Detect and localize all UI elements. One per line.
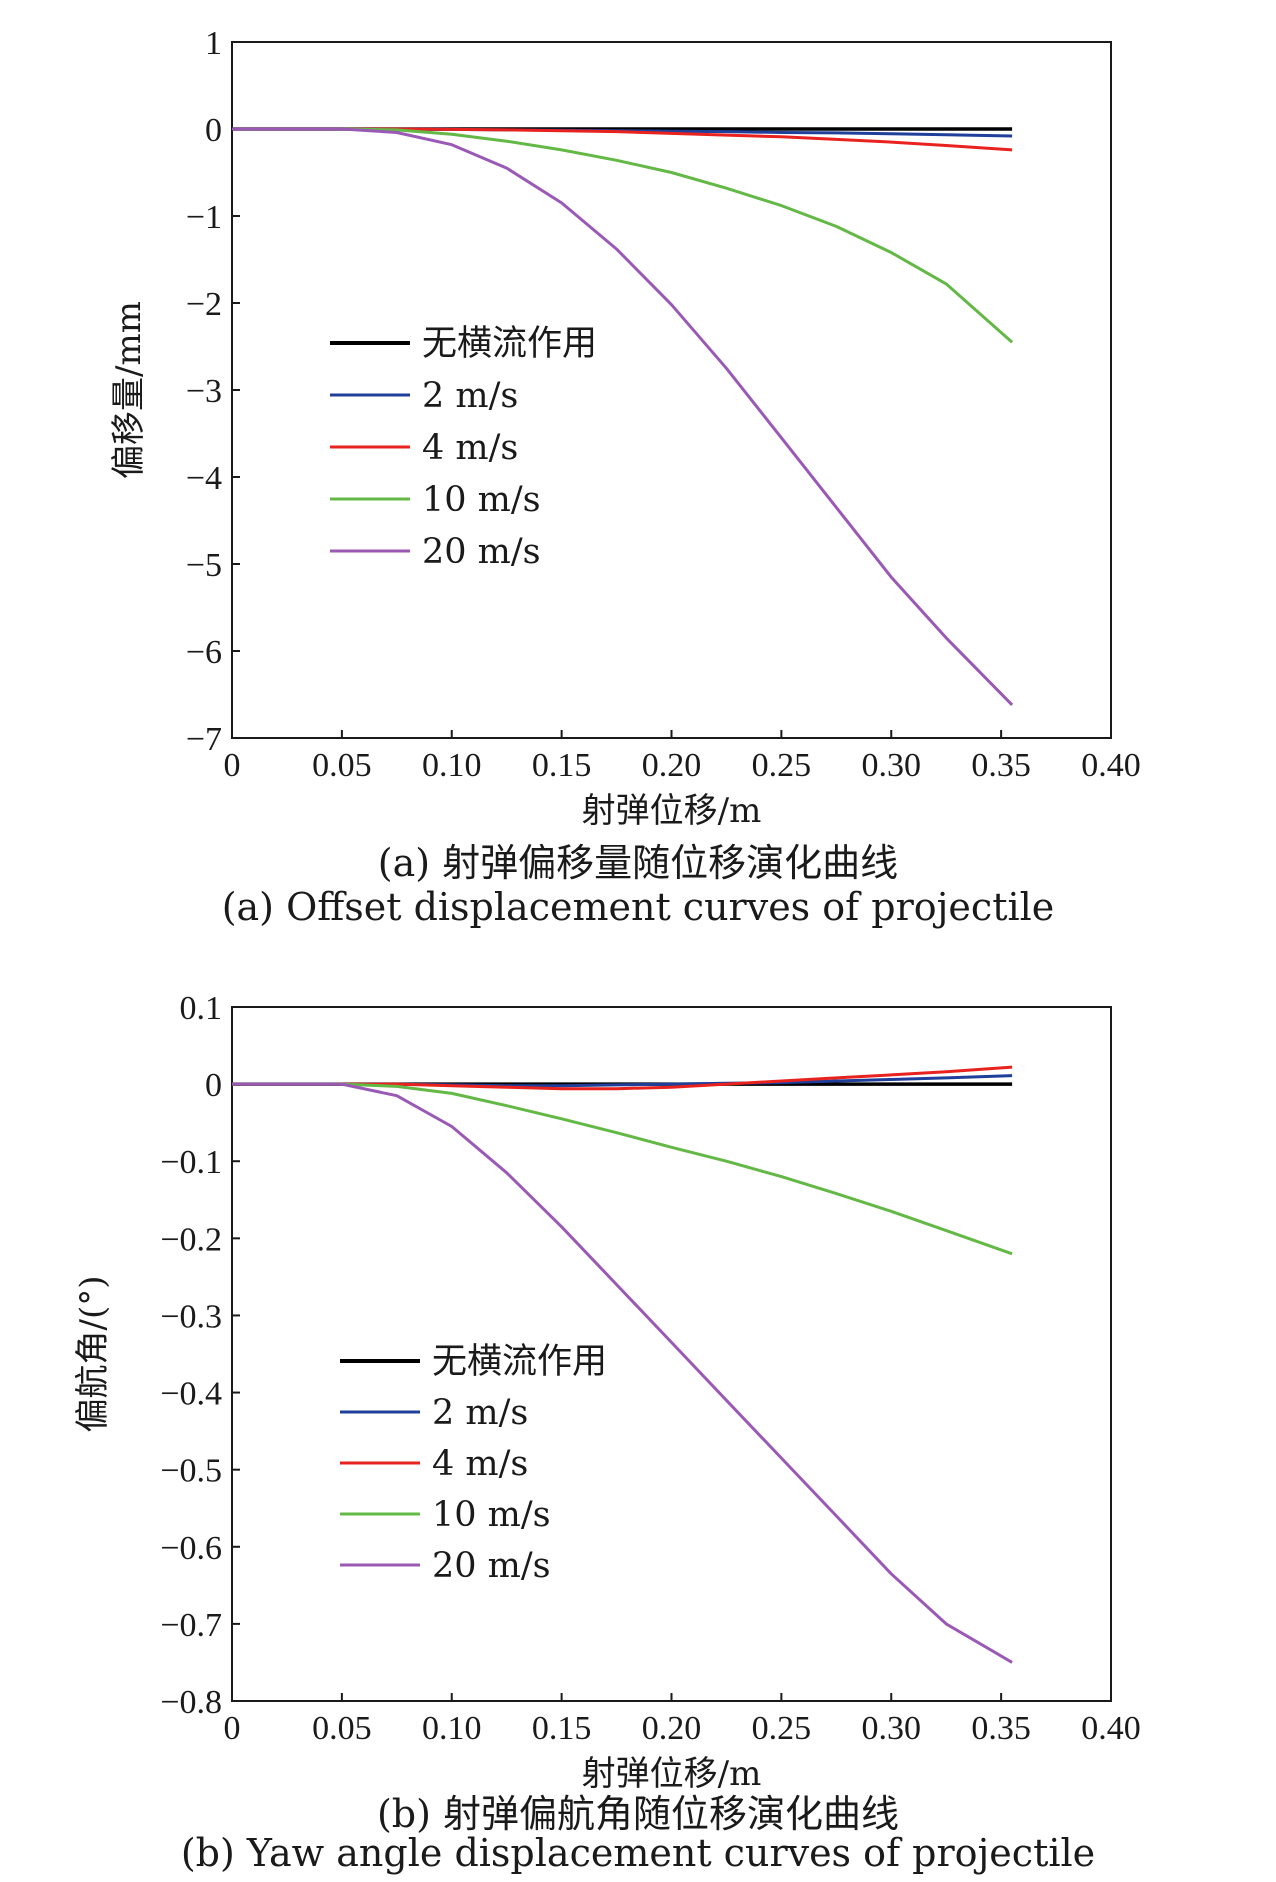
y-tick-label: −0.4 [160, 1376, 222, 1413]
x-tick-label: 0.30 [862, 1710, 922, 1747]
x-tick-label: 0.35 [971, 1710, 1031, 1747]
y-tick-label: −2 [186, 286, 222, 323]
x-tick-label: 0 [224, 1710, 241, 1747]
y-tick-label: −3 [186, 373, 222, 410]
x-tick-label: 0.40 [1081, 1710, 1141, 1747]
legend-label: 无横流作用 [432, 1342, 607, 1382]
legend-label: 10 m/s [432, 1495, 551, 1535]
x-tick-label: 0.25 [752, 747, 812, 784]
legend-label: 4 m/s [432, 1444, 528, 1484]
chart-panel-a: 0 0.05 0.10 0.15 0.20 0.25 0.30 0.35 0.40 1 0 −1 −2 −… [109, 25, 1141, 929]
y-tick-label: −0.6 [160, 1530, 222, 1567]
caption-zh-b: (b) 射弹偏航角随位移演化曲线 [376, 1792, 900, 1836]
x-tick-label: 0 [224, 747, 241, 784]
x-tick-label: 0.05 [312, 747, 372, 784]
series-line [232, 1082, 1013, 1664]
yaw-chart: 0 0.05 0.10 0.15 0.20 0.25 0.30 0.35 0.400.10−0.… [73, 990, 1141, 1794]
x-tick-label: 0.40 [1081, 747, 1141, 784]
offset-chart: 0 0.05 0.10 0.15 0.20 0.25 0.30 0.35 0.40 1 0 −1 −2 −… [109, 25, 1141, 831]
legend-label: 4 m/s [422, 428, 518, 468]
caption-en-a: (a) Offset displacement curves of projec… [221, 885, 1055, 929]
series-line [232, 127, 1014, 344]
caption-en-b: (b) Yaw angle displacement curves of pro… [180, 1831, 1096, 1875]
x-axis-title: 射弹位移/m [582, 1754, 762, 1794]
legend-label: 20 m/s [432, 1546, 551, 1586]
x-tick-label: 0.25 [752, 1710, 812, 1747]
x-tick-label: 0.35 [971, 747, 1031, 784]
y-tick-label: 0.1 [180, 990, 223, 1027]
y-tick-label: −4 [186, 460, 222, 497]
y-tick-label: −5 [186, 547, 222, 584]
x-tick-label: 0.20 [642, 747, 702, 784]
y-tick-label: −0.3 [160, 1298, 222, 1335]
chart-panel-b: 0 0.05 0.10 0.15 0.20 0.25 0.30 0.35 0.40 0.1 0 −0.… [0, 941, 1276, 1882]
x-tick-label: 0.30 [862, 747, 922, 784]
x-tick-label: 0.15 [532, 1710, 592, 1747]
y-tick-label: −6 [186, 634, 222, 671]
y-tick-label: −0.7 [160, 1607, 222, 1644]
y-axis-title: 偏航角/(°) [73, 1276, 113, 1433]
caption-zh-a: (a) 射弹偏移量随位移演化曲线 [377, 841, 899, 885]
plot-frame [231, 1006, 1112, 1702]
x-tick-label: 0.10 [422, 747, 482, 784]
x-tick-label: 0.10 [422, 1710, 482, 1747]
series-line [232, 127, 1014, 706]
x-axis-title: 射弹位移/m [582, 791, 762, 831]
series-line [232, 1065, 1013, 1091]
legend-label: 10 m/s [422, 480, 541, 520]
y-tick-label: 1 [205, 25, 222, 62]
y-tick-label: −1 [186, 199, 222, 236]
legend-label: 2 m/s [432, 1393, 528, 1433]
y-tick-label: 0 [205, 112, 222, 149]
x-tick-label: 0.15 [532, 747, 592, 784]
y-tick-label: −7 [186, 721, 222, 758]
series-line [232, 127, 1013, 152]
x-tick-label: 0.05 [312, 1710, 372, 1747]
y-tick-label: −0.5 [160, 1453, 222, 1490]
x-tick-label: 0.20 [642, 1710, 702, 1747]
y-tick-label: −0.8 [160, 1684, 222, 1721]
y-tick-label: −0.2 [160, 1221, 222, 1258]
series-line [232, 1082, 1013, 1256]
legend-label: 2 m/s [422, 376, 518, 416]
y-tick-label: −0.1 [160, 1144, 222, 1181]
legend-label: 20 m/s [422, 532, 541, 572]
y-tick-label: 0 [205, 1067, 222, 1104]
legend-label: 无横流作用 [422, 324, 597, 364]
y-axis-title: 偏移量/mm [109, 301, 149, 479]
